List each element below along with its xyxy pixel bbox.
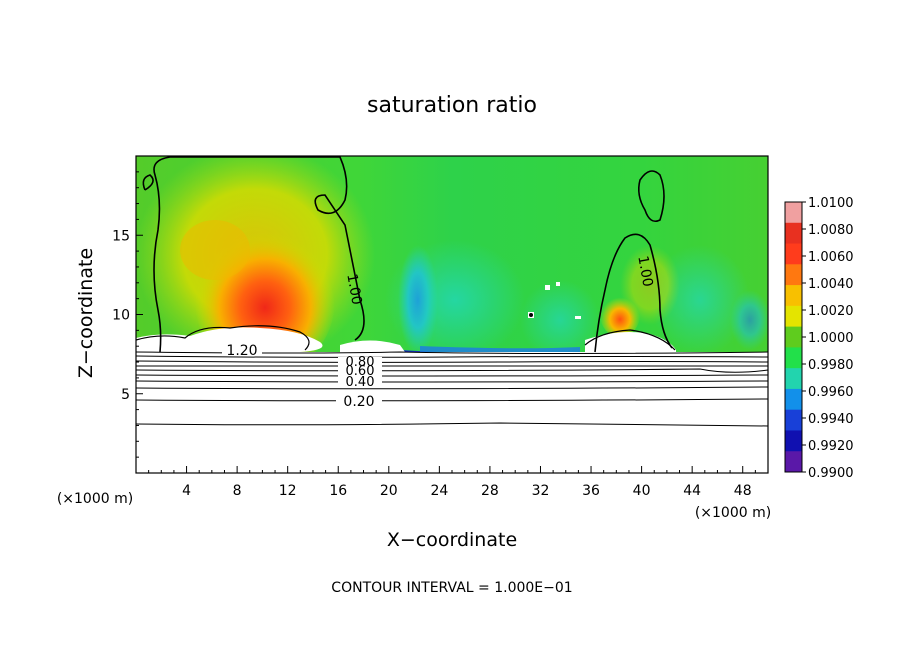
colorbar-swatch <box>785 243 802 265</box>
contour-label-0-40: 0.40 <box>346 375 375 390</box>
x-tick-label: 32 <box>532 483 550 499</box>
colorbar-swatch <box>785 368 802 390</box>
x-unit-right: (×1000 m) <box>695 505 771 521</box>
colorbar-label: 1.0100 <box>808 196 854 211</box>
colorbar-swatch <box>785 305 802 328</box>
colorbar-swatch <box>785 388 802 411</box>
y-tick-label: 5 <box>121 387 130 403</box>
colorbar-swatch <box>785 202 802 224</box>
colorbar-label: 0.9960 <box>808 385 854 400</box>
colorbar-swatch <box>785 222 802 245</box>
x-tick-label: 12 <box>279 483 297 499</box>
colorbar-swatch <box>785 264 802 286</box>
colorbar-label: 1.0060 <box>808 250 854 265</box>
x-tick-label: 28 <box>481 483 499 499</box>
contour-lines <box>135 156 769 427</box>
contour-interval-note: CONTOUR INTERVAL = 1.000E−01 <box>331 580 572 596</box>
colorbar-label: 1.0040 <box>808 277 854 292</box>
contour-label-1-20: 1.20 <box>226 343 257 359</box>
x-tick-label: 16 <box>329 483 347 499</box>
x-tick-label: 48 <box>734 483 752 499</box>
contour-labels: 1.20 1.00 1.00 0.80 0.60 0.40 0.20 <box>222 255 656 410</box>
colorbar-label: 1.0020 <box>808 304 854 319</box>
colorbar-swatch <box>785 326 802 348</box>
contour-label-0-80: 0.80 <box>346 355 375 370</box>
colorbar-swatch <box>785 451 802 473</box>
x-tick-label: 4 <box>182 483 191 499</box>
x-unit-left: (×1000 m) <box>57 491 133 507</box>
colorbar-swatch <box>785 347 802 369</box>
colorbar-label: 1.0080 <box>808 223 854 238</box>
x-tick-label: 44 <box>683 483 701 499</box>
y-axis-label: Z−coordinate <box>75 248 97 378</box>
colorbar-label: 1.0000 <box>808 331 854 346</box>
x-axis-label: X−coordinate <box>387 529 517 551</box>
contour-label-1-00-left: 1.00 <box>343 273 364 306</box>
x-tick-label: 40 <box>633 483 651 499</box>
contour-label-1-00-right: 1.00 <box>634 255 655 288</box>
colorbar-label: 0.9920 <box>808 439 854 454</box>
contour-label-0-20: 0.20 <box>343 394 374 410</box>
x-tick-label: 8 <box>233 483 242 499</box>
x-tick-label: 20 <box>380 483 398 499</box>
colorbar-label: 0.9940 <box>808 412 854 427</box>
x-axis: 4 8 12 16 20 24 28 32 36 40 44 48 <box>148 466 756 499</box>
colorbar-label: 0.9900 <box>808 466 854 481</box>
colorbar-swatch <box>785 285 802 307</box>
y-tick-label: 10 <box>112 308 130 324</box>
colorbar: 1.0100 1.0080 1.0060 1.0040 1.0020 1.0000 0.99… <box>784 196 854 481</box>
x-tick-label: 36 <box>582 483 600 499</box>
chart-title: saturation ratio <box>367 93 537 118</box>
colorbar-label: 0.9980 <box>808 358 854 373</box>
x-tick-label: 24 <box>430 483 448 499</box>
y-axis: 5 10 15 <box>112 171 143 458</box>
y-tick-label: 15 <box>112 228 130 244</box>
colorbar-swatch <box>785 409 802 431</box>
colorbar-swatch <box>785 430 802 452</box>
